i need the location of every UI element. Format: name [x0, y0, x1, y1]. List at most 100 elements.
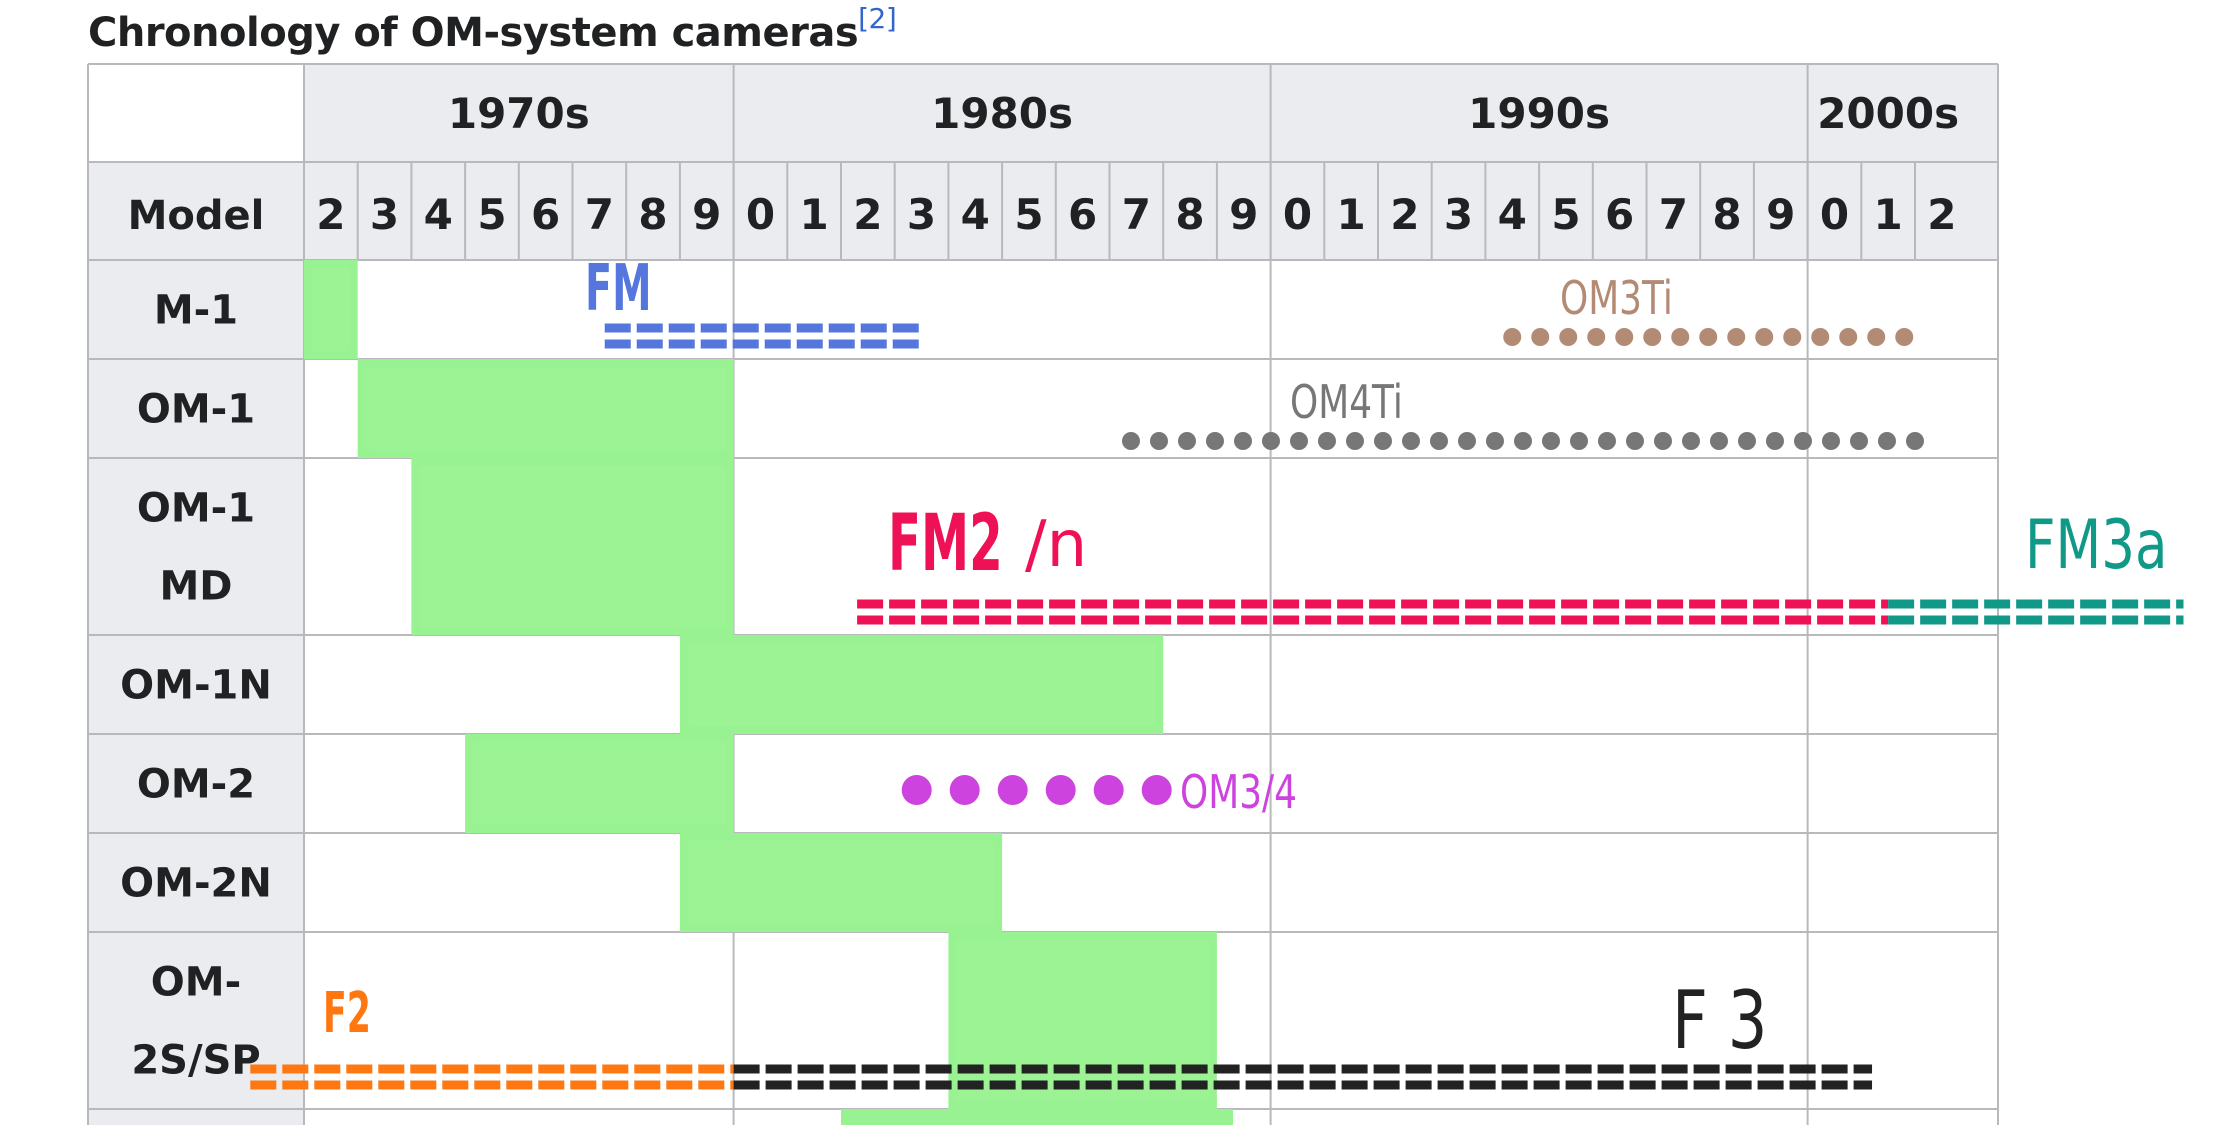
dot-mark — [1205, 432, 1224, 450]
dot-mark — [1261, 432, 1280, 450]
model-label: M-1 — [154, 288, 238, 334]
row-header-bg — [88, 932, 304, 1109]
overlay-label: FM2 — [888, 499, 1003, 589]
dot-mark — [1429, 432, 1448, 450]
model-bar-shade — [956, 940, 1209, 1101]
overlay-f2-line — [250, 1064, 734, 1090]
year-tick-label: 7 — [1122, 190, 1151, 239]
overlay-label: FM3a — [2025, 506, 2167, 585]
dot-mark — [1345, 432, 1364, 450]
decade-label: 1990s — [1468, 89, 1610, 138]
model-label: 2S/SP — [131, 1038, 260, 1084]
year-tick-label: 6 — [531, 190, 560, 239]
dot-mark — [1699, 328, 1718, 346]
overlay-om34-line — [901, 775, 1172, 805]
row-header-bg — [88, 458, 304, 635]
year-tick-label: 0 — [1283, 190, 1312, 239]
citation-link[interactable]: [2] — [858, 2, 897, 35]
dot-mark — [1317, 432, 1336, 450]
overlay-f3-line — [733, 1064, 1873, 1090]
dot-mark — [1457, 432, 1476, 450]
dot-mark — [1401, 432, 1420, 450]
dot-mark — [1727, 328, 1746, 346]
decade-label: 2000s — [1817, 89, 1959, 138]
dot-mark — [1531, 328, 1550, 346]
dot-mark — [1793, 432, 1812, 450]
overlay-label: F2 — [323, 980, 371, 1045]
dot-mark — [997, 775, 1028, 805]
dot-mark — [1681, 432, 1700, 450]
row-header-bg — [88, 734, 304, 833]
year-tick-label: 0 — [746, 190, 775, 239]
dot-mark — [1485, 432, 1504, 450]
overlay-label: OM3Ti — [1560, 272, 1673, 326]
year-tick-label: 3 — [907, 190, 936, 239]
year-tick-label: 2 — [853, 190, 882, 239]
dot-mark — [1765, 432, 1784, 450]
dot-mark — [1737, 432, 1756, 450]
overlay-label: FM — [585, 251, 652, 326]
model-header-bg — [88, 162, 304, 260]
line-layer — [250, 323, 2184, 1090]
dot-mark — [1895, 328, 1914, 346]
year-tick-label: 1 — [1874, 190, 1903, 239]
overlay-om3ti-line — [1503, 328, 1914, 346]
dot-mark — [1867, 328, 1886, 346]
model-label: OM-2N — [120, 861, 272, 907]
dot-mark — [1643, 328, 1662, 346]
model-bar — [841, 1109, 1234, 1125]
dot-mark — [1289, 432, 1308, 450]
year-tick-label: 2 — [1927, 190, 1956, 239]
year-tick-label: 1 — [1337, 190, 1366, 239]
model-label: OM-1 — [137, 387, 255, 433]
dot-mark — [1709, 432, 1728, 450]
dot-mark — [1783, 328, 1802, 346]
decade-label: 1980s — [931, 89, 1073, 138]
year-tick-label: 6 — [1605, 190, 1634, 239]
dot-mark — [1653, 432, 1672, 450]
dot-mark — [1615, 328, 1634, 346]
dot-mark — [901, 775, 932, 805]
dot-mark — [1849, 432, 1868, 450]
year-tick-label: 1 — [800, 190, 829, 239]
dot-mark — [949, 775, 980, 805]
dot-mark — [1541, 432, 1560, 450]
dot-mark — [1373, 432, 1392, 450]
grid-layer — [87, 63, 1999, 1125]
dot-mark — [1905, 432, 1924, 450]
dot-mark — [1877, 432, 1896, 450]
model-bar-shade — [419, 466, 726, 627]
decade-label: 1970s — [448, 89, 590, 138]
model-label: MD — [159, 564, 232, 610]
year-tick-label: 8 — [638, 190, 667, 239]
overlay-label: F 3 — [1672, 973, 1767, 1067]
year-tick-label: 7 — [585, 190, 614, 239]
overlay-label-suffix: /n — [1025, 508, 1087, 582]
overlay-om4ti-line — [1121, 432, 1924, 450]
dot-mark — [1177, 432, 1196, 450]
overlay-label: OM4Ti — [1290, 376, 1403, 430]
year-tick-label: 5 — [1551, 190, 1580, 239]
overlay-fm2-line — [857, 599, 1889, 625]
dot-mark — [1141, 775, 1172, 805]
year-tick-label: 9 — [1229, 190, 1258, 239]
year-tick-label: 4 — [961, 190, 990, 239]
row-header-bg — [88, 359, 304, 458]
dot-mark — [1569, 432, 1588, 450]
year-tick-label: 8 — [1712, 190, 1741, 239]
overlay-label: OM3/4 — [1180, 766, 1297, 820]
year-tick-label: 0 — [1820, 190, 1849, 239]
dot-mark — [1513, 432, 1532, 450]
model-bar-shade — [365, 367, 726, 450]
dot-mark — [1587, 328, 1606, 346]
model-label: OM-1N — [120, 663, 272, 709]
model-label: OM- — [151, 960, 241, 1006]
year-tick-label: 2 — [316, 190, 345, 239]
model-bar-shade — [687, 643, 1156, 726]
dot-mark — [1149, 432, 1168, 450]
dot-mark — [1121, 432, 1140, 450]
model-label: OM-1 — [137, 486, 255, 532]
dot-mark — [1559, 328, 1578, 346]
